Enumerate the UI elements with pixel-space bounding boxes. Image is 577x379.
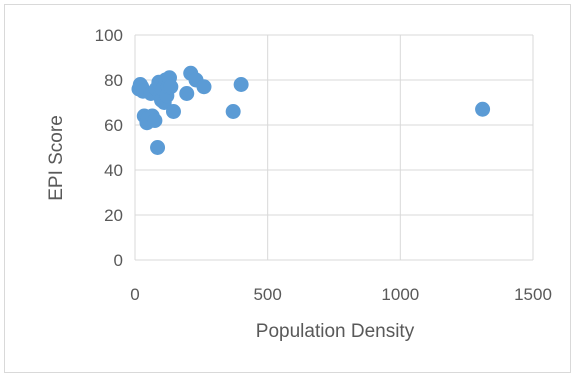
x-axis-ticks: 0 500 1000 1500 (130, 285, 552, 304)
y-axis-ticks: 0 20 40 60 80 100 (95, 26, 123, 270)
data-point (225, 104, 241, 119)
data-point (196, 79, 212, 95)
data-point (179, 86, 195, 101)
y-tick-label: 20 (104, 206, 123, 225)
y-tick-label: 60 (104, 116, 123, 135)
data-point (147, 113, 163, 128)
data-points (131, 65, 491, 155)
x-tick-label: 1500 (514, 285, 552, 304)
x-tick-label: 500 (253, 285, 281, 304)
data-point (233, 77, 249, 92)
x-tick-label: 1000 (381, 285, 419, 304)
y-axis-title: EPI Score (46, 115, 67, 201)
data-point (165, 104, 181, 119)
data-point (150, 140, 166, 155)
y-tick-label: 40 (104, 161, 123, 180)
x-axis-title: Population Density (256, 321, 415, 342)
gridlines (134, 34, 534, 261)
y-tick-label: 0 (114, 251, 123, 270)
data-point (475, 101, 491, 117)
data-point (163, 79, 179, 95)
x-tick-label: 0 (130, 285, 139, 304)
y-tick-label: 80 (104, 71, 123, 90)
y-tick-label: 100 (95, 26, 123, 45)
chart-area (4, 4, 571, 373)
